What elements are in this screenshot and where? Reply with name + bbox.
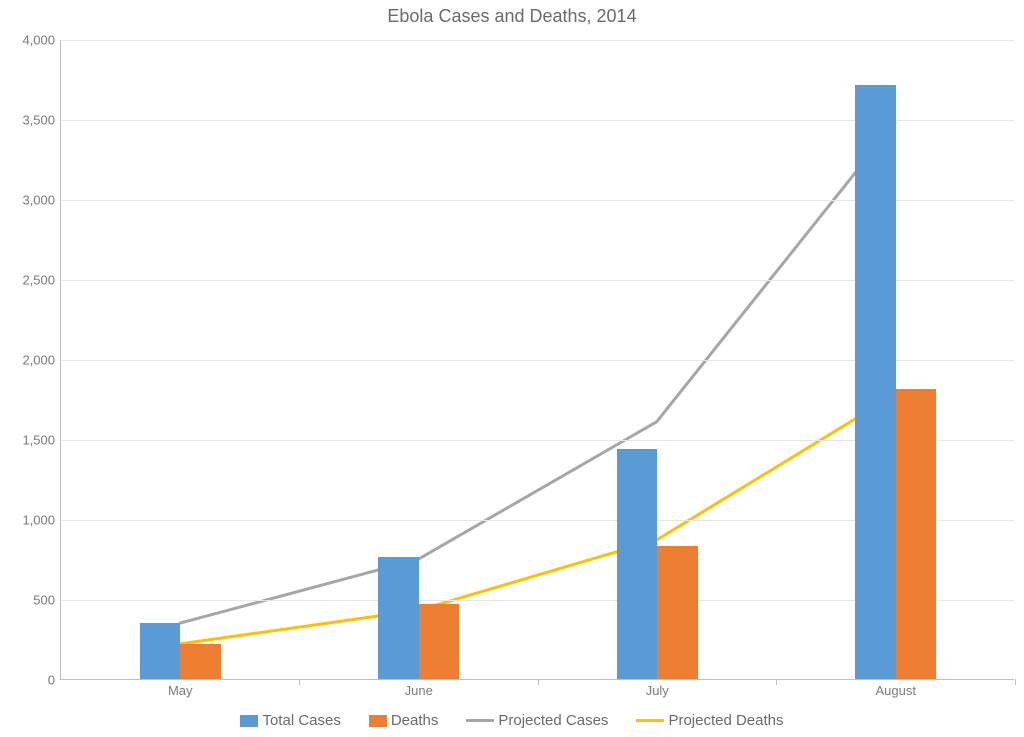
- legend-swatch-line: [636, 719, 664, 722]
- x-axis-label: July: [646, 679, 669, 698]
- legend-swatch-line: [466, 719, 494, 722]
- y-axis-label: 3,500: [22, 113, 61, 128]
- y-axis-label: 4,000: [22, 33, 61, 48]
- legend-item: Total Cases: [240, 712, 340, 729]
- y-axis-label: 1,000: [22, 513, 61, 528]
- x-tick: [299, 679, 300, 685]
- legend-item: Projected Deaths: [636, 712, 783, 729]
- legend-label: Deaths: [391, 712, 439, 729]
- legend: Total Cases Deaths Projected Cases Projecte…: [0, 712, 1024, 729]
- bar-total-cases: [140, 623, 181, 679]
- legend-label: Projected Cases: [498, 712, 608, 729]
- legend-item: Projected Cases: [466, 712, 608, 729]
- y-axis-label: 500: [33, 593, 61, 608]
- y-axis-label: 2,000: [22, 353, 61, 368]
- x-axis-label: June: [405, 679, 433, 698]
- plot-area: 05001,0001,5002,0002,5003,0003,5004,000M…: [60, 40, 1014, 680]
- line-projected-cases: [180, 123, 895, 623]
- gridline: [61, 40, 1014, 41]
- bar-deaths: [419, 604, 460, 679]
- legend-label: Projected Deaths: [668, 712, 783, 729]
- bar-deaths: [896, 389, 937, 679]
- y-axis-label: 3,000: [22, 193, 61, 208]
- legend-label: Total Cases: [262, 712, 340, 729]
- x-tick: [1015, 679, 1016, 685]
- chart-title: Ebola Cases and Deaths, 2014: [0, 6, 1024, 27]
- y-axis-label: 1,500: [22, 433, 61, 448]
- bar-deaths: [657, 546, 698, 679]
- bar-total-cases: [617, 449, 658, 679]
- legend-item: Deaths: [369, 712, 439, 729]
- x-tick: [538, 679, 539, 685]
- bar-total-cases: [855, 85, 896, 679]
- x-tick: [776, 679, 777, 685]
- legend-swatch-box: [240, 715, 258, 727]
- bar-deaths: [180, 644, 221, 679]
- legend-swatch-box: [369, 715, 387, 727]
- y-axis-label: 2,500: [22, 273, 61, 288]
- bar-total-cases: [378, 557, 419, 679]
- x-axis-label: August: [876, 679, 916, 698]
- y-axis-label: 0: [48, 673, 61, 688]
- chart-container: Ebola Cases and Deaths, 2014 05001,0001,…: [0, 0, 1024, 737]
- x-axis-label: May: [168, 679, 193, 698]
